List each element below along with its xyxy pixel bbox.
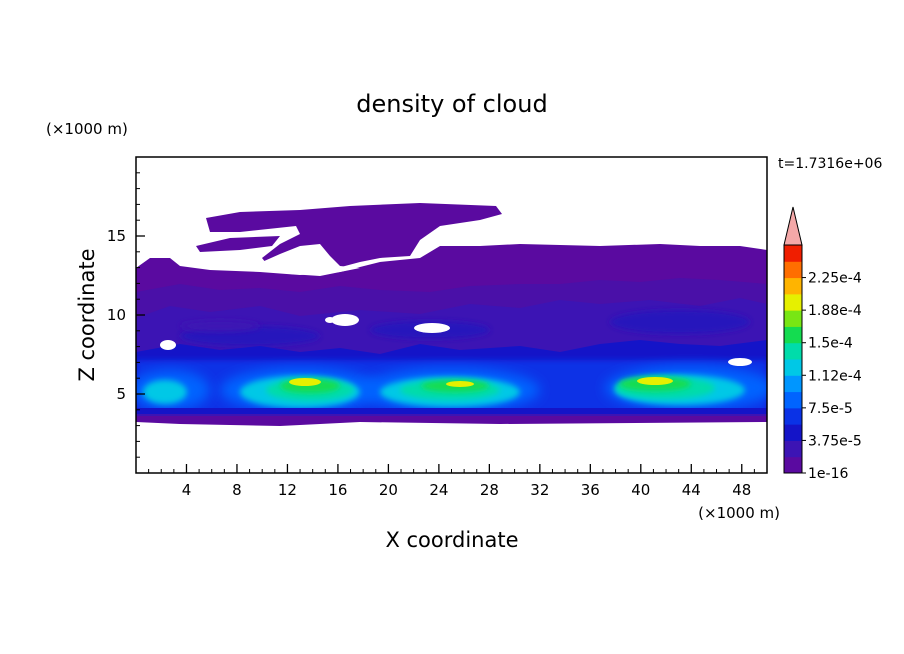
colorbar-label: 1.88e-4 bbox=[808, 303, 862, 319]
x-tick-label: 4 bbox=[182, 481, 192, 499]
colorbar-label: 1.5e-4 bbox=[808, 336, 853, 352]
colorbar-segment bbox=[784, 391, 802, 409]
colorbar-segment bbox=[784, 375, 802, 393]
colorbar-segment bbox=[784, 310, 802, 327]
y-tick-label: 10 bbox=[107, 306, 126, 324]
colorbar-segment bbox=[784, 440, 802, 458]
colorbar-segment bbox=[784, 245, 802, 262]
colorbar-segment bbox=[784, 424, 802, 441]
colorbar-label: 1e-16 bbox=[808, 466, 848, 482]
colorbar-segment bbox=[784, 326, 802, 344]
x-tick-label: 12 bbox=[278, 481, 297, 499]
colorbar-segment bbox=[784, 277, 802, 295]
x-tick-label: 16 bbox=[328, 481, 347, 499]
colorbar-segment bbox=[784, 342, 802, 360]
x-tick-label: 40 bbox=[631, 481, 650, 499]
colorbar-segment bbox=[784, 293, 802, 311]
chart-title: density of cloud bbox=[356, 90, 547, 118]
colorbar-segment bbox=[784, 359, 802, 376]
y-tick-label: 5 bbox=[116, 385, 126, 403]
colorbar-segment bbox=[784, 261, 802, 279]
x-tick-label: 36 bbox=[581, 481, 600, 499]
x-tick-label: 48 bbox=[732, 481, 751, 499]
x-tick-label: 32 bbox=[530, 481, 549, 499]
y-tick-label: 15 bbox=[107, 227, 126, 245]
colorbar-label: 7.5e-5 bbox=[808, 401, 853, 417]
x-axis-label: X coordinate bbox=[385, 528, 518, 552]
x-tick-label: 24 bbox=[429, 481, 448, 499]
x-tick-label: 8 bbox=[232, 481, 242, 499]
x-tick-label: 20 bbox=[379, 481, 398, 499]
y-axis-ticks: 5 10 15 bbox=[107, 172, 145, 458]
x-tick-label: 28 bbox=[480, 481, 499, 499]
time-label: t=1.7316e+06 bbox=[778, 156, 882, 172]
x-tick-label: 44 bbox=[682, 481, 701, 499]
colorbar-label: 3.75e-5 bbox=[808, 433, 862, 449]
colorbar-label: 2.25e-4 bbox=[808, 271, 862, 287]
colorbar-segment bbox=[784, 407, 802, 425]
colorbar-label: 1.12e-4 bbox=[808, 368, 862, 384]
x-axis-ticks: 4 8 12 16 20 24 28 32 36 40 44 48 bbox=[148, 464, 755, 499]
x-unit-label: (×1000 m) bbox=[698, 504, 780, 522]
y-unit-label: (×1000 m) bbox=[46, 120, 128, 138]
contour-field bbox=[136, 203, 767, 426]
colorbar: 2.25e-4 1.88e-4 1.5e-4 1.12e-4 7.5e-5 3.75e-5… bbox=[783, 206, 862, 482]
colorbar-segment bbox=[784, 456, 802, 474]
dense-core-band bbox=[136, 340, 767, 426]
colorbar-frame bbox=[783, 244, 803, 474]
white-gaps bbox=[160, 244, 752, 366]
colorbar-overflow-arrow bbox=[783, 206, 803, 246]
y-axis-label: Z coordinate bbox=[75, 248, 99, 381]
